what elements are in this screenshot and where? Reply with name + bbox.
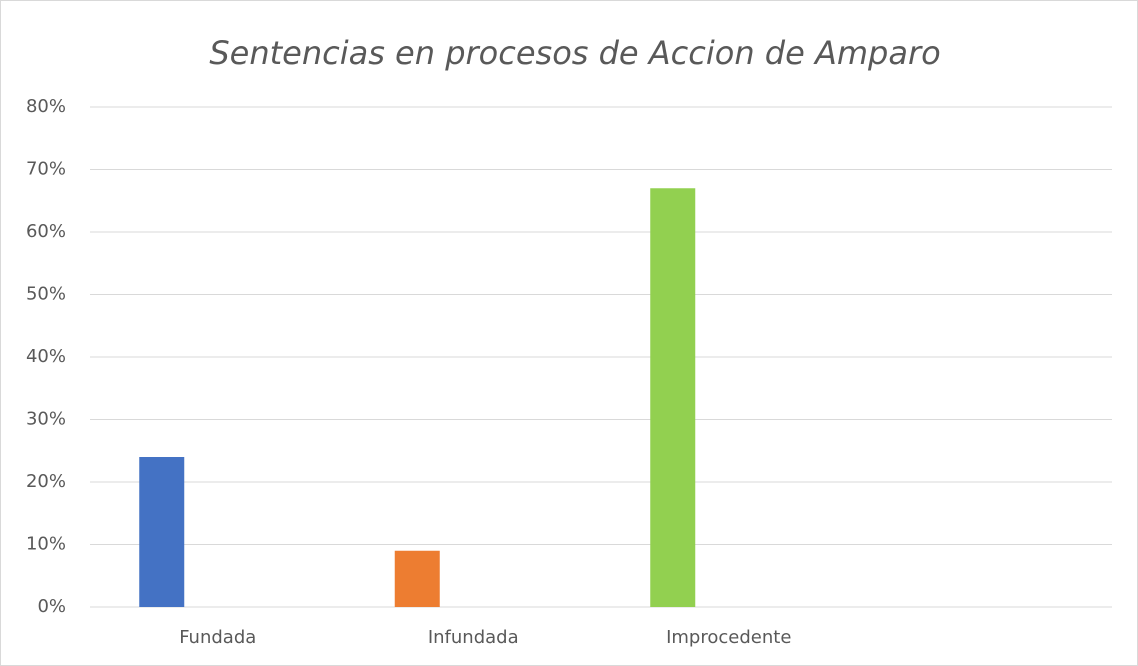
y-tick-label: 80% xyxy=(26,96,66,117)
y-tick-label: 20% xyxy=(26,471,66,492)
bar xyxy=(650,188,696,607)
x-tick-label: Improcedente xyxy=(666,627,791,648)
y-tick-label: 0% xyxy=(37,596,66,617)
y-tick-label: 70% xyxy=(26,159,66,180)
bar xyxy=(394,550,440,607)
x-tick-label: Fundada xyxy=(179,627,256,648)
bar xyxy=(139,457,185,607)
y-tick-label: 40% xyxy=(26,346,66,367)
x-tick-label: Infundada xyxy=(428,627,519,648)
y-tick-label: 50% xyxy=(26,284,66,305)
y-tick-label: 60% xyxy=(26,221,66,242)
chart-title: Sentencias en procesos de Accion de Ampa… xyxy=(209,34,940,72)
y-tick-label: 30% xyxy=(26,409,66,430)
y-tick-label: 10% xyxy=(26,534,66,555)
